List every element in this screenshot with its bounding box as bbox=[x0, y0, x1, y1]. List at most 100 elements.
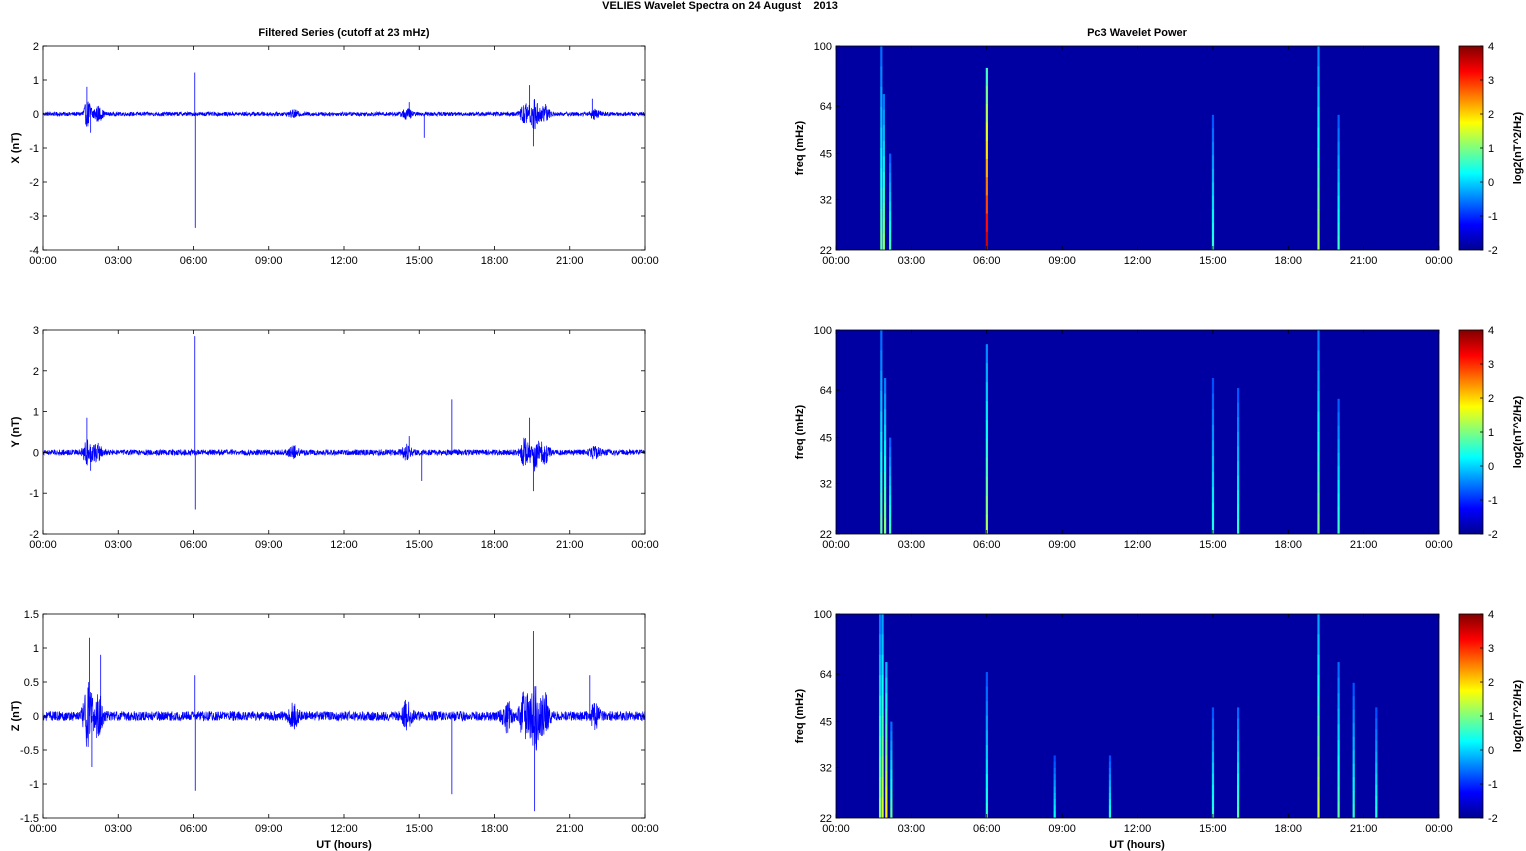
power-streak bbox=[1352, 750, 1355, 765]
heat-xtick-label: 00:00 bbox=[1425, 823, 1453, 835]
power-streak bbox=[880, 107, 883, 128]
power-streak bbox=[878, 675, 882, 696]
power-streak bbox=[878, 756, 882, 778]
power-streak bbox=[1108, 767, 1112, 775]
line-xtick-label: 21:00 bbox=[556, 823, 584, 835]
power-streak bbox=[890, 808, 893, 819]
power-streak bbox=[885, 677, 888, 694]
colorbar-tick-label: 1 bbox=[1488, 143, 1494, 155]
colorbar bbox=[1458, 613, 1484, 819]
power-streak bbox=[1317, 370, 1320, 392]
power-streak bbox=[985, 213, 988, 233]
power-streak bbox=[890, 760, 893, 771]
power-streak bbox=[985, 730, 988, 746]
power-streak bbox=[881, 777, 884, 798]
line-xtick-label: 09:00 bbox=[255, 823, 283, 835]
line-xtick-label: 18:00 bbox=[481, 255, 509, 267]
power-streak bbox=[885, 708, 888, 725]
power-streak bbox=[878, 634, 882, 656]
power-streak bbox=[878, 797, 882, 819]
power-streak bbox=[1337, 693, 1340, 710]
line-xtick-label: 00:00 bbox=[29, 823, 57, 835]
colorbar-tick-label: 2 bbox=[1488, 677, 1494, 689]
power-streak bbox=[1237, 707, 1240, 719]
power-streak bbox=[1211, 378, 1215, 394]
power-streak bbox=[985, 86, 988, 105]
power-streak bbox=[1317, 634, 1320, 656]
power-streak bbox=[1317, 797, 1320, 819]
power-streak bbox=[1237, 751, 1240, 763]
power-streak bbox=[890, 721, 893, 732]
power-streak bbox=[1375, 773, 1378, 786]
power-streak bbox=[889, 230, 892, 241]
power-streak bbox=[1108, 755, 1112, 762]
power-streak bbox=[1352, 736, 1355, 751]
heat-xtick-label: 00:00 bbox=[1425, 255, 1453, 267]
power-streak bbox=[1211, 209, 1215, 224]
power-streak bbox=[1053, 780, 1056, 788]
power-streak bbox=[1337, 236, 1340, 251]
ytick-label: 2 bbox=[33, 41, 39, 53]
heat-xtick-label: 15:00 bbox=[1199, 823, 1227, 835]
colorbar-tick-label: 4 bbox=[1488, 325, 1494, 337]
power-streak bbox=[1211, 773, 1215, 786]
power-streak bbox=[1337, 155, 1340, 170]
series-trace bbox=[42, 437, 646, 472]
power-streak bbox=[881, 756, 884, 778]
filtered-series-z-plot: -1.5 -1 -0.5 0 0.5 1 1.5 Z (nT) 00:00 03:00 06:00 0… bbox=[10, 609, 659, 835]
power-streak bbox=[985, 67, 988, 87]
power-streak bbox=[1337, 771, 1340, 788]
heat-xtick-label: 06:00 bbox=[973, 255, 1001, 267]
power-streak bbox=[1337, 412, 1340, 427]
heat-xtick-label: 03:00 bbox=[898, 823, 926, 835]
line-xtick-label: 00:00 bbox=[631, 539, 659, 551]
power-streak bbox=[1317, 756, 1320, 778]
ytick-label: 2 bbox=[33, 366, 39, 378]
power-streak bbox=[1108, 811, 1112, 819]
line-xtick-label: 12:00 bbox=[330, 255, 358, 267]
power-streak bbox=[889, 505, 892, 516]
power-streak bbox=[1053, 792, 1056, 800]
heat-xtick-label: 00:00 bbox=[822, 539, 850, 551]
power-streak bbox=[889, 514, 892, 525]
power-streak bbox=[1053, 786, 1056, 794]
power-streak bbox=[1352, 723, 1355, 738]
colorbar-tick-label: -2 bbox=[1488, 813, 1498, 825]
power-streak bbox=[889, 172, 892, 183]
ytick-label: -1 bbox=[29, 488, 39, 500]
power-streak bbox=[1237, 718, 1240, 730]
power-streak bbox=[1337, 182, 1340, 197]
power-streak bbox=[882, 203, 885, 220]
colorbar-tick-label: 1 bbox=[1488, 711, 1494, 723]
power-streak bbox=[985, 458, 988, 478]
power-streak bbox=[1337, 724, 1340, 741]
power-streak bbox=[1211, 471, 1215, 488]
power-streak bbox=[1375, 795, 1378, 808]
power-streak bbox=[882, 109, 885, 126]
heat-xtick-label: 03:00 bbox=[898, 255, 926, 267]
power-streak bbox=[985, 401, 988, 421]
right-xlabel: UT (hours) bbox=[1109, 839, 1165, 851]
power-streak bbox=[880, 148, 883, 169]
heatmap-background bbox=[836, 46, 1439, 250]
power-streak bbox=[1237, 762, 1240, 775]
plot-area bbox=[43, 46, 645, 250]
power-streak bbox=[1211, 440, 1215, 457]
power-streak bbox=[880, 229, 883, 251]
power-streak bbox=[881, 695, 884, 717]
power-streak bbox=[889, 192, 892, 203]
colorbar bbox=[1458, 45, 1484, 251]
power-streak bbox=[885, 662, 888, 678]
power-streak bbox=[1317, 209, 1320, 230]
line-xtick-label: 09:00 bbox=[255, 255, 283, 267]
colorbar-tick-label: 3 bbox=[1488, 359, 1494, 371]
ytick-label: -3 bbox=[29, 211, 39, 223]
power-streak bbox=[1337, 802, 1340, 819]
colorbar-label: log2(nT^2/Hz) bbox=[1512, 679, 1524, 752]
ytick-label: -1.5 bbox=[20, 813, 39, 825]
power-streak bbox=[1352, 682, 1355, 697]
power-streak bbox=[878, 716, 882, 737]
line-xtick-label: 03:00 bbox=[104, 539, 132, 551]
ylabel: Z (nT) bbox=[10, 700, 22, 731]
